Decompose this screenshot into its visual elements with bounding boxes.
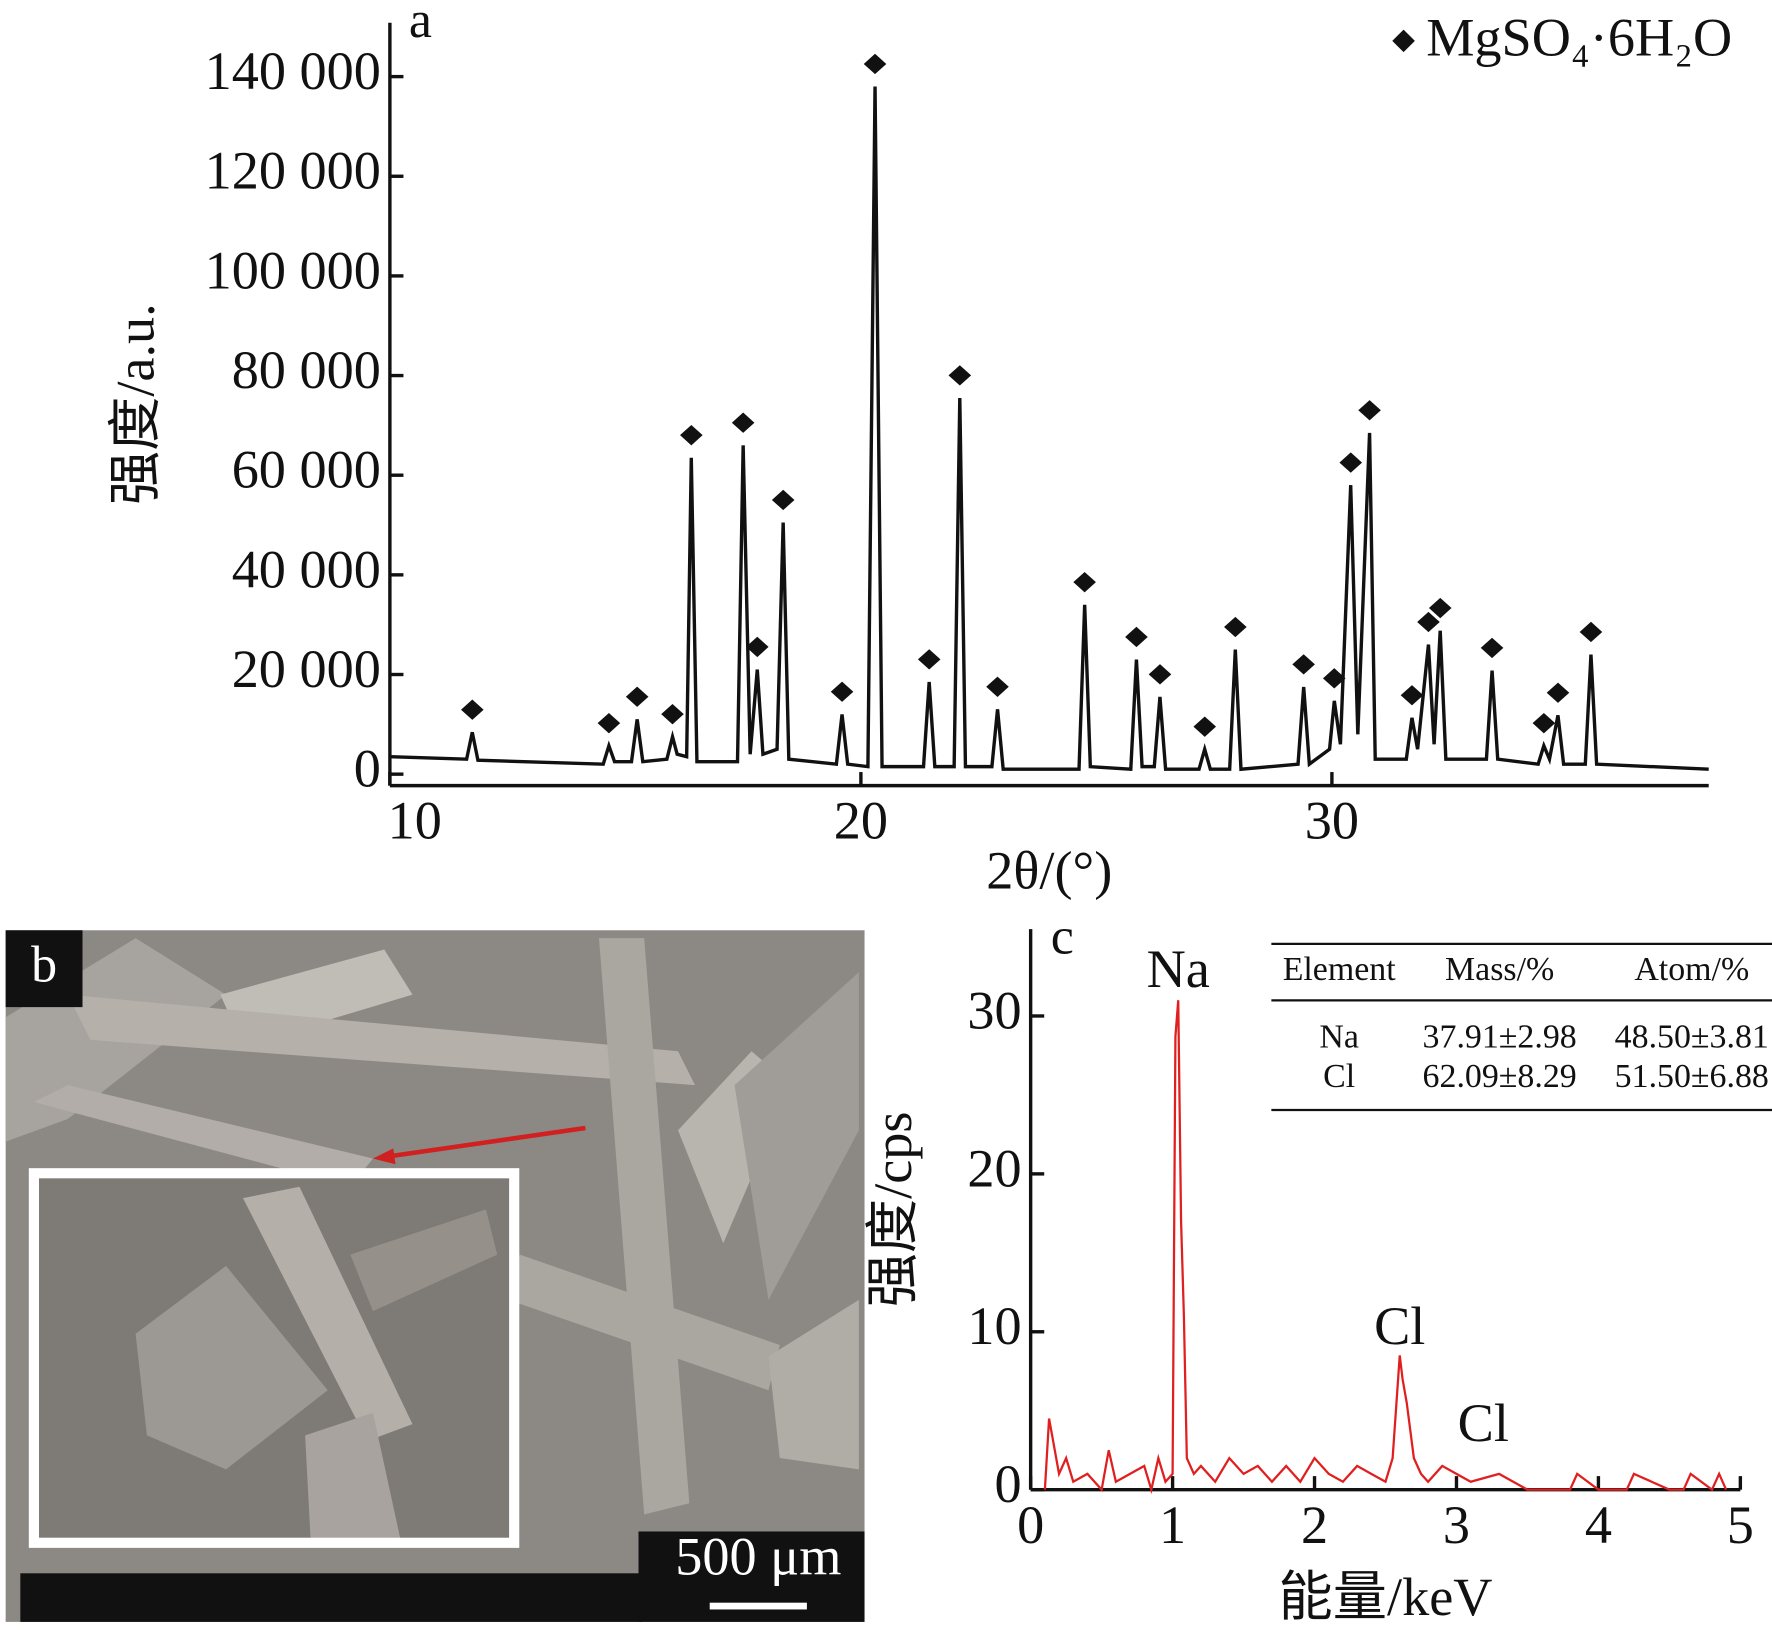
table-cell: Na: [1319, 1019, 1359, 1056]
y-axis-label: 强度/a.u.: [106, 303, 166, 505]
peak-marker: [461, 699, 484, 720]
y-tick-label: 60 000: [232, 440, 381, 500]
y-tick-label: 10: [967, 1296, 1021, 1356]
table-header: Atom/%: [1634, 951, 1749, 988]
table-cell: 51.50±6.88: [1615, 1058, 1769, 1095]
y-tick-label: 40 000: [232, 539, 381, 599]
y-tick-label: 0: [994, 1454, 1021, 1514]
peak-marker: [625, 686, 649, 707]
x-tick-label: 2: [1301, 1495, 1328, 1555]
x-tick-label: 1: [1159, 1495, 1186, 1555]
y-tick-label: 80 000: [232, 340, 381, 400]
sem-image: [5, 930, 865, 1622]
peak-marker: [1322, 668, 1346, 689]
x-tick-label: 10: [388, 791, 442, 851]
peak-marker: [1193, 716, 1217, 737]
peak-marker: [597, 712, 621, 734]
panel-label: c: [1051, 908, 1074, 965]
peak-marker: [1428, 597, 1452, 619]
table-cell: 62.09±8.29: [1423, 1058, 1577, 1095]
peak-marker: [830, 681, 854, 702]
peak-marker: [1125, 626, 1148, 648]
table-cell: Cl: [1323, 1058, 1355, 1095]
peak-marker: [863, 53, 887, 75]
y-tick-label: 20: [967, 1138, 1021, 1198]
table-cell: 37.91±2.98: [1423, 1019, 1577, 1056]
data-line: [389, 86, 1709, 772]
y-tick-label: 20 000: [232, 639, 381, 699]
peak-marker: [948, 365, 972, 386]
data-line: [1043, 1000, 1728, 1495]
x-tick-label: 30: [1305, 791, 1359, 851]
x-tick-label: 4: [1585, 1495, 1612, 1555]
legend-label: MgSO₄·6H₂O: [1426, 8, 1732, 68]
peak-marker: [1224, 616, 1247, 638]
peak-marker: [1073, 571, 1096, 593]
x-tick-label: 5: [1727, 1495, 1754, 1555]
y-axis-label: 强度/cps: [863, 1111, 923, 1307]
peak-marker: [1546, 682, 1570, 703]
peak-marker: [917, 649, 941, 670]
x-tick-label: 20: [834, 791, 888, 851]
peak-marker: [1579, 621, 1603, 643]
peak-marker: [1480, 637, 1504, 659]
peak-marker: [1532, 712, 1556, 734]
x-tick-label: 0: [1017, 1495, 1044, 1555]
y-tick-label: 140 000: [205, 41, 381, 101]
peak-marker: [1417, 611, 1440, 633]
y-tick-label: 100 000: [205, 240, 381, 300]
table-header: Mass/%: [1445, 951, 1554, 988]
legend-marker: [1392, 29, 1415, 53]
x-axis-label: 能量/keV: [1279, 1567, 1493, 1627]
peak-marker: [1358, 400, 1381, 421]
scale-bar-label: 500 μm: [675, 1526, 841, 1586]
peak-marker: [661, 704, 684, 725]
annotation: Cl: [1458, 1393, 1509, 1453]
peak-marker: [1339, 452, 1363, 473]
panel-label: a: [409, 0, 432, 49]
annotation: Na: [1147, 939, 1210, 999]
y-tick-label: 0: [354, 739, 381, 799]
table-header: Element: [1283, 951, 1397, 988]
y-tick-label: 30: [967, 980, 1021, 1040]
table-cell: 48.50±3.81: [1615, 1019, 1769, 1056]
peak-marker: [731, 412, 755, 433]
x-tick-label: 3: [1443, 1495, 1470, 1555]
peak-marker: [1148, 664, 1172, 685]
y-tick-label: 120 000: [205, 141, 381, 201]
peak-marker: [1400, 685, 1424, 706]
panel-label: b: [31, 937, 57, 994]
peak-marker: [771, 489, 795, 511]
peak-marker: [986, 676, 1009, 697]
x-axis-label: 2θ/(°): [986, 840, 1112, 900]
peak-marker: [1292, 654, 1315, 675]
annotation: Cl: [1374, 1296, 1425, 1356]
peak-marker: [680, 424, 703, 446]
